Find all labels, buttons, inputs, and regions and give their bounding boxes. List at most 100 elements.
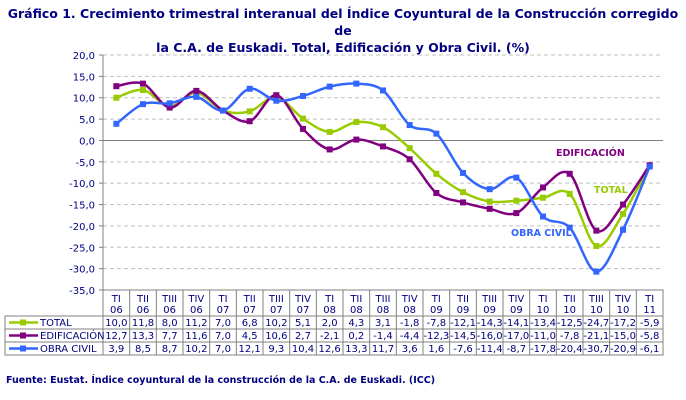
data-point-obra-civil xyxy=(566,224,573,231)
table-cell: 10,4 xyxy=(292,344,314,355)
x-tick-label-quarter: TI xyxy=(324,294,334,305)
table-cell: -20,9 xyxy=(610,344,636,355)
data-point-obra-civil xyxy=(406,122,413,129)
data-point-obra-civil xyxy=(620,226,626,233)
data-point-edificaci-n xyxy=(193,87,200,94)
data-point-edificaci-n xyxy=(246,118,253,125)
y-tick-label: 15,0 xyxy=(73,72,95,83)
table-cell: 9,3 xyxy=(268,344,284,355)
data-point-edificaci-n xyxy=(486,205,493,212)
data-point-obra-civil xyxy=(166,100,173,107)
legend-marker-obra-civil xyxy=(20,345,26,352)
y-tick-label: -5,0 xyxy=(75,158,95,169)
data-point-total xyxy=(353,119,360,126)
table-cell: -14,3 xyxy=(477,318,503,329)
data-point-total xyxy=(326,128,333,135)
data-point-total xyxy=(433,170,440,177)
data-point-obra-civil xyxy=(300,93,306,100)
series-line-total xyxy=(115,88,651,248)
x-tick-label-year: 08 xyxy=(350,305,363,316)
source-note: Fuente: Eustat. Índice coyuntural de la … xyxy=(6,375,436,386)
table-cell: -6,1 xyxy=(640,344,660,355)
x-tick-label-quarter: TIV xyxy=(187,294,204,305)
table-cell: 1,6 xyxy=(428,344,444,355)
y-tick-label: -20,0 xyxy=(69,222,95,233)
y-tick-label: -15,0 xyxy=(69,201,95,212)
table-cell: 6,8 xyxy=(242,318,258,329)
table-cell: -21,1 xyxy=(583,331,609,342)
data-point-obra-civil xyxy=(486,186,493,193)
data-point-total xyxy=(513,197,520,204)
data-point-total xyxy=(380,124,386,131)
data-point-total xyxy=(460,189,466,196)
table-cell: 8,7 xyxy=(162,344,178,355)
data-point-edificaci-n xyxy=(166,104,173,111)
table-cell: 11,8 xyxy=(132,318,154,329)
y-tick-label: 5,0 xyxy=(79,115,95,126)
table-cell: 3,1 xyxy=(375,318,391,329)
title-line-1: Gráfico 1. Crecimiento trimestral intera… xyxy=(7,6,679,38)
table-cell: 12,6 xyxy=(319,344,341,355)
table-cell: -20,4 xyxy=(557,344,583,355)
data-point-edificaci-n xyxy=(433,190,440,197)
x-tick-label-year: 07 xyxy=(243,305,256,316)
data-point-edificaci-n xyxy=(353,136,360,143)
series-label-obra-civil: OBRA CIVIL xyxy=(511,228,572,239)
x-tick-label-quarter: TIII xyxy=(481,294,497,305)
table-cell: -7,6 xyxy=(453,344,473,355)
series-line-obra-civil xyxy=(115,82,651,273)
data-point-obra-civil xyxy=(140,101,146,108)
data-point-total xyxy=(620,210,626,217)
data-point-obra-civil xyxy=(646,163,653,170)
table-cell: -4,4 xyxy=(400,331,420,342)
x-tick-label-quarter: TIII xyxy=(268,294,284,305)
data-point-edificaci-n xyxy=(460,199,466,206)
table-cell: 7,7 xyxy=(162,331,178,342)
table-cell: -14,5 xyxy=(450,331,476,342)
data-point-total xyxy=(486,198,493,205)
table-cell: -17,8 xyxy=(530,344,556,355)
x-tick-label-quarter: TII xyxy=(456,294,469,305)
x-tick-label-quarter: TI xyxy=(537,294,547,305)
table-cell: 5,1 xyxy=(295,318,311,329)
table-cell: 12,1 xyxy=(239,344,261,355)
table-cell: -24,7 xyxy=(583,318,609,329)
data-point-obra-civil xyxy=(246,85,253,92)
data-point-edificaci-n xyxy=(620,201,626,208)
x-tick-label-quarter: TII xyxy=(243,294,256,305)
data-point-edificaci-n xyxy=(540,184,546,191)
table-cell: -14,1 xyxy=(503,318,529,329)
table-cell: -16,0 xyxy=(477,331,503,342)
data-point-obra-civil xyxy=(540,213,546,220)
table-cell: 11,6 xyxy=(185,331,207,342)
legend-label-total: TOTAL xyxy=(39,318,72,329)
table-cell: -5,9 xyxy=(640,318,660,329)
table-cell: -7,8 xyxy=(560,331,580,342)
data-point-obra-civil xyxy=(353,80,360,87)
x-tick-label-year: 09 xyxy=(483,305,496,316)
table-cell: 11,2 xyxy=(185,318,207,329)
x-tick-label-year: 08 xyxy=(403,305,416,316)
x-tick-label-quarter: TIV xyxy=(614,294,631,305)
x-tick-label-year: 07 xyxy=(217,305,230,316)
x-tick-label-quarter: TIV xyxy=(401,294,418,305)
table-cell: -11,0 xyxy=(530,331,556,342)
x-tick-label-year: 06 xyxy=(190,305,203,316)
legend-label-obra-civil: OBRA CIVIL xyxy=(40,344,97,355)
x-tick-label-year: 10 xyxy=(563,305,576,316)
x-tick-label-quarter: TIV xyxy=(507,294,524,305)
y-tick-label: -30,0 xyxy=(69,265,95,276)
x-tick-label-year: 07 xyxy=(297,305,310,316)
table-cell: 4,5 xyxy=(242,331,258,342)
x-tick-label-year: 06 xyxy=(137,305,150,316)
table-cell: 7,0 xyxy=(215,318,231,329)
data-point-obra-civil xyxy=(380,87,386,94)
x-tick-label-year: 09 xyxy=(510,305,523,316)
y-tick-label: -35,0 xyxy=(69,286,95,297)
table-cell: 7,0 xyxy=(215,344,231,355)
y-tick-label: -25,0 xyxy=(69,243,95,254)
data-point-obra-civil xyxy=(513,174,520,181)
table-cell: 4,3 xyxy=(348,318,364,329)
x-tick-label-year: 09 xyxy=(430,305,443,316)
x-tick-label-quarter: TII xyxy=(349,294,362,305)
